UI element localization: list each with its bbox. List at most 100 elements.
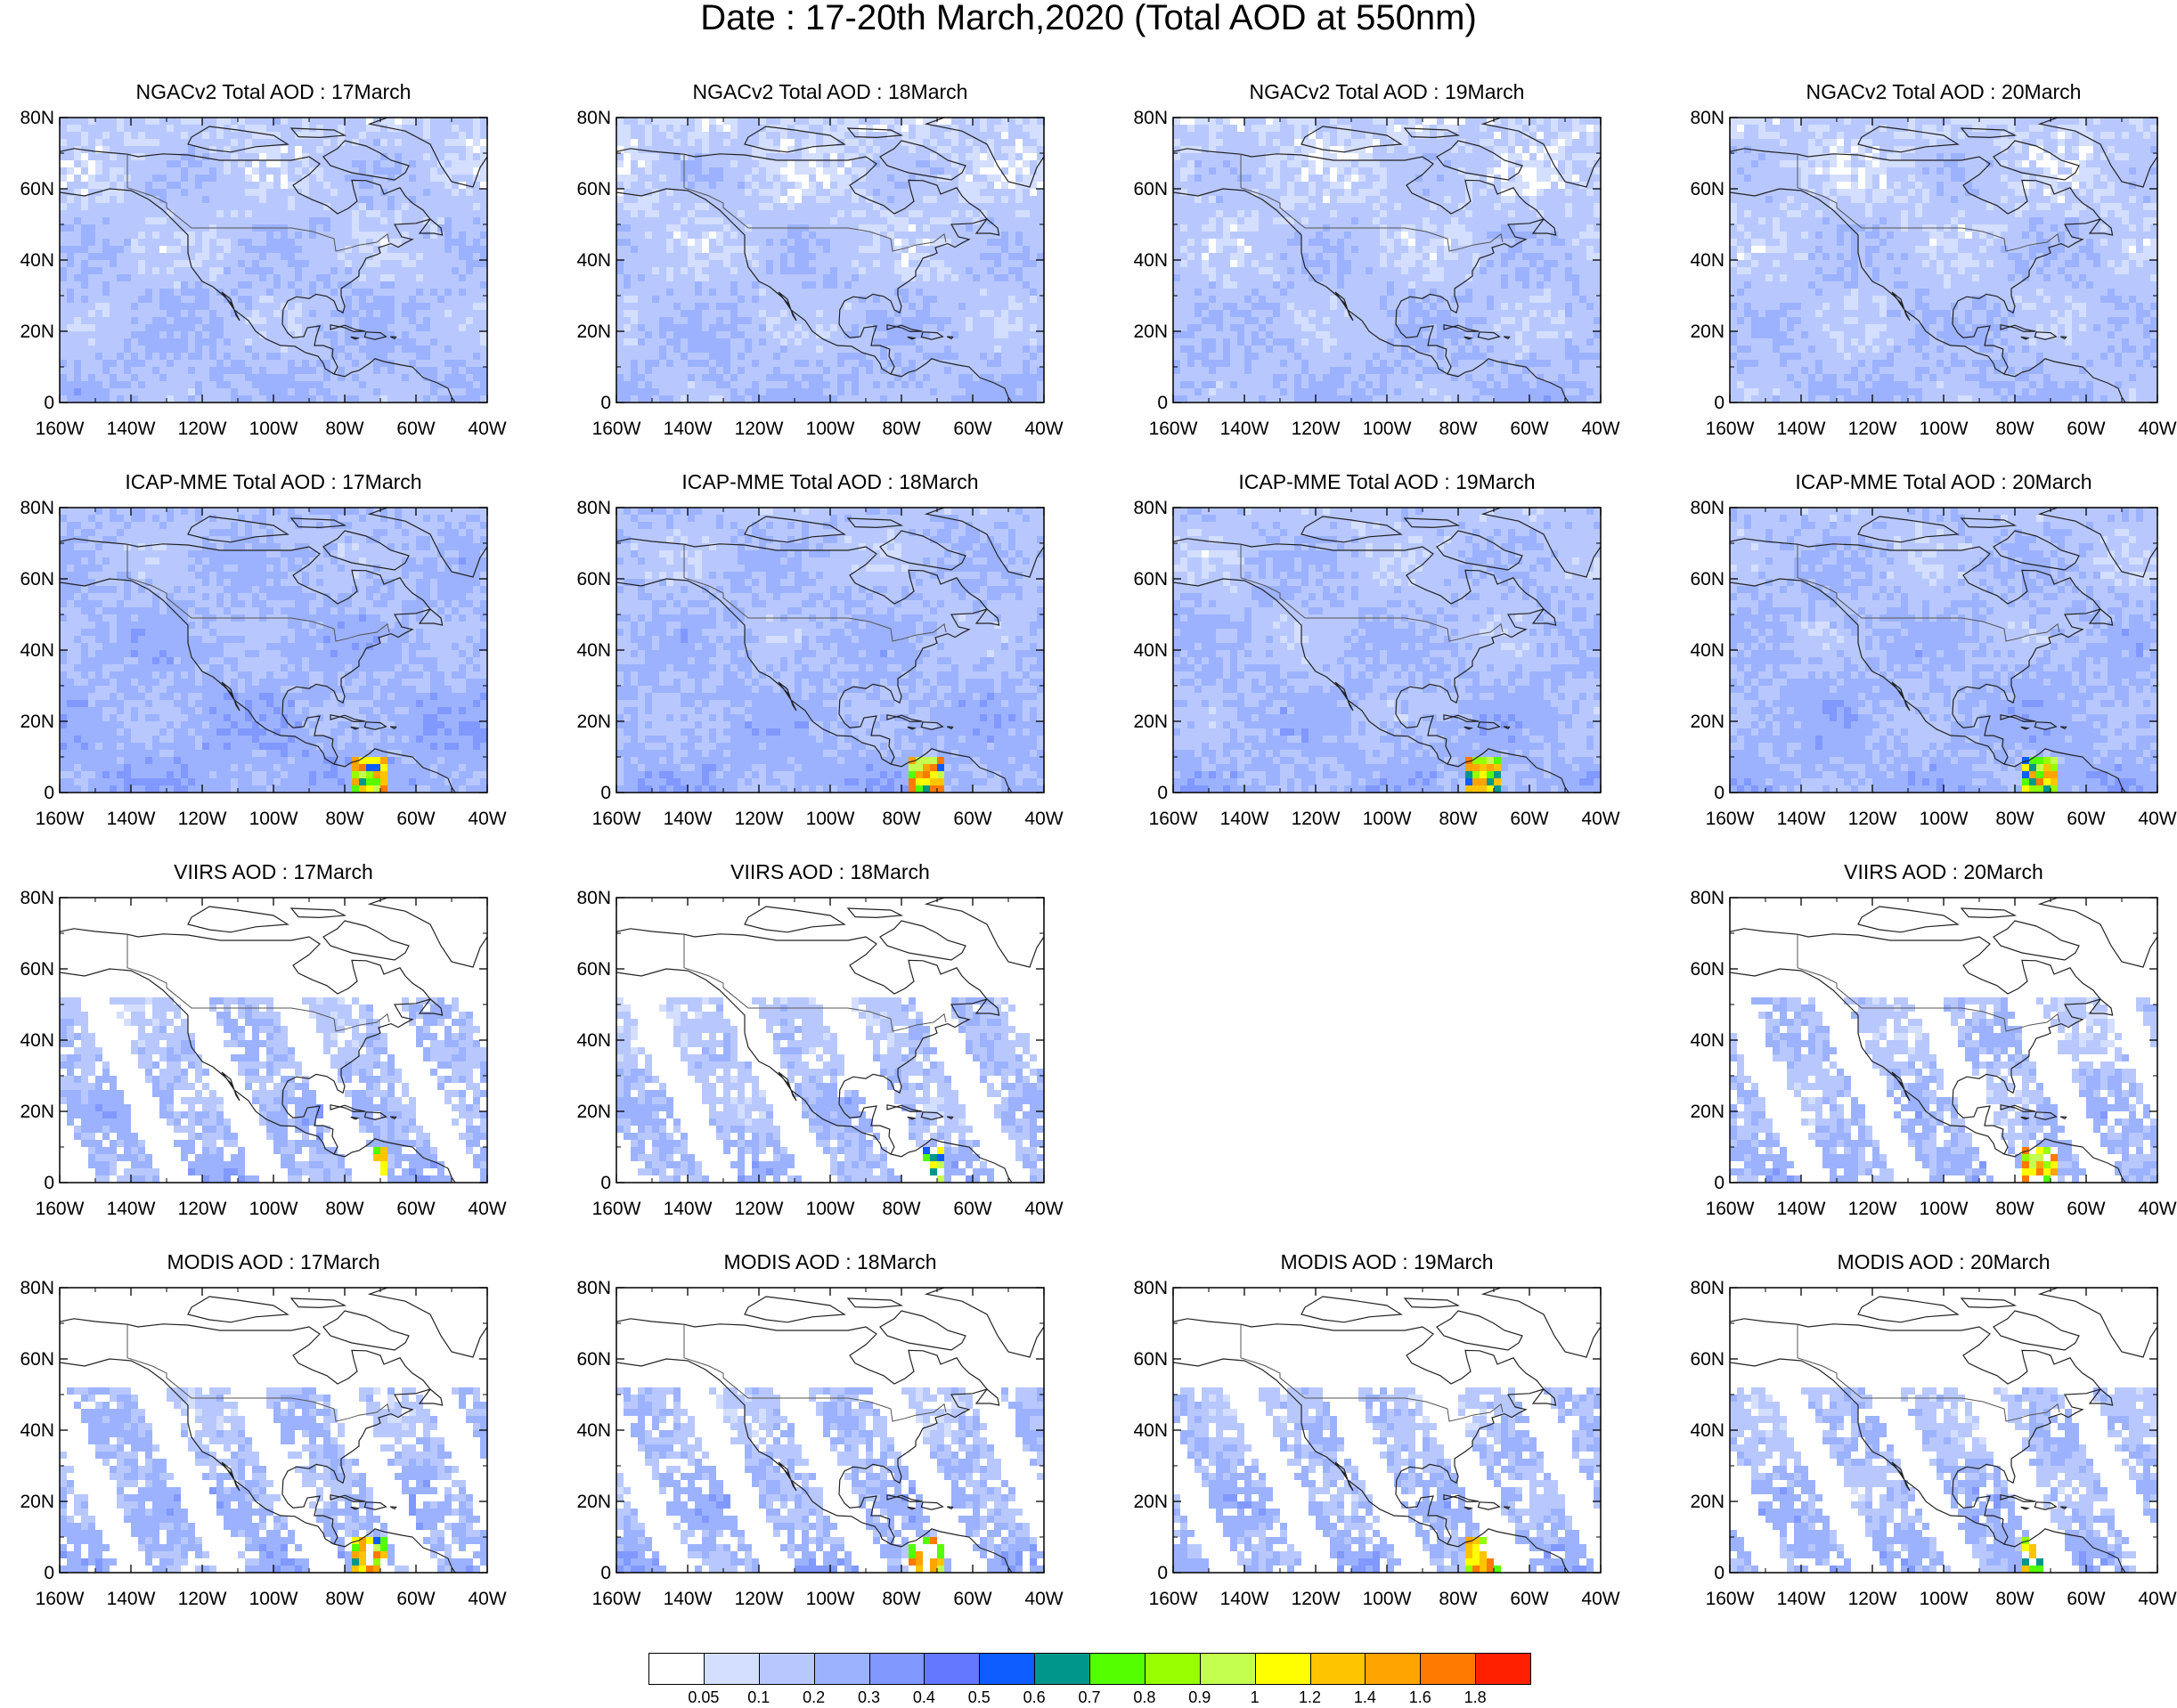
x-tick-label: 60W (953, 809, 991, 829)
y-tick-label: 40N (1690, 640, 1724, 661)
y-tick-label: 60N (576, 179, 611, 199)
panel-title: NGACv2 Total AOD : 18March (616, 80, 1044, 103)
coastline (616, 1288, 1044, 1573)
aod-field (60, 118, 487, 403)
panel-title: ICAP-MME Total AOD : 18March (616, 470, 1044, 493)
x-tick-label: 140W (1220, 809, 1269, 829)
x-tick-label: 60W (953, 1589, 991, 1609)
aod-field (1173, 1387, 1601, 1573)
x-tick-label: 80W (882, 419, 920, 439)
x-tick-label: 120W (735, 809, 784, 829)
x-tick-label: 60W (1510, 419, 1548, 439)
x-tick-label: 120W (735, 1589, 784, 1609)
x-tick-label: 80W (1439, 1589, 1477, 1609)
x-tick-label: 80W (882, 809, 920, 829)
aod-field (60, 508, 487, 793)
y-tick-label: 80N (1690, 1278, 1724, 1298)
y-tick-label: 0 (1714, 393, 1724, 413)
y-tick-label: 0 (1714, 1173, 1724, 1193)
x-tick-label: 80W (325, 1589, 363, 1609)
x-tick-label: 160W (36, 1589, 85, 1609)
y-tick-label: 40N (576, 640, 611, 661)
x-tick-label: 40W (468, 1589, 506, 1609)
x-tick-label: 140W (1220, 1589, 1269, 1609)
y-tick-label: 20N (576, 1492, 611, 1512)
x-tick-label: 100W (249, 809, 298, 829)
panel-title: ICAP-MME Total AOD : 17March (60, 470, 487, 493)
x-tick-label: 140W (664, 1199, 713, 1219)
x-tick-label: 140W (1777, 809, 1826, 829)
x-tick-label: 40W (2138, 1589, 2176, 1609)
y-tick-label: 40N (20, 640, 54, 661)
colorbar-swatch (1365, 1653, 1422, 1685)
y-tick-label: 80N (1133, 108, 1168, 128)
x-tick-label: 140W (107, 1199, 156, 1219)
panel-title: VIIRS AOD : 20March (1730, 860, 2157, 883)
x-tick-label: 120W (735, 419, 784, 439)
y-tick-label: 80N (1690, 108, 1724, 128)
y-tick-label: 40N (1133, 640, 1168, 661)
x-tick-label: 120W (178, 1589, 227, 1609)
x-tick-label: 100W (1920, 1199, 1969, 1219)
x-tick-label: 80W (1995, 419, 2034, 439)
x-tick-label: 60W (1510, 809, 1548, 829)
y-tick-label: 80N (576, 498, 611, 518)
aod-field (616, 1387, 1044, 1573)
colorbar-labels: 0.05 0.1 0.2 0.3 0.4 0.5 0.6 0.7 0.8 0.9 1 1.2 1.4 1.… (648, 1688, 1530, 1708)
x-tick-label: 120W (735, 1199, 784, 1219)
x-tick-label: 100W (806, 1589, 855, 1609)
y-tick-label: 40N (20, 1420, 54, 1441)
aod-map: 160W 140W 120W 100W 80W 60W 40W 80N 60N 40N 20N 0 (1690, 108, 2176, 439)
aod-field (60, 997, 487, 1183)
y-tick-label: 60N (576, 959, 611, 980)
y-tick-label: 60N (1690, 179, 1724, 199)
coastline (1730, 898, 2157, 1183)
coastline (1173, 118, 1601, 403)
panel-title: ICAP-MME Total AOD : 19March (1173, 470, 1601, 493)
aod-map: 160W 140W 120W 100W 80W 60W 40W 80N 60N 40N 20N 0 (20, 108, 506, 439)
y-tick-label: 20N (20, 321, 54, 342)
x-tick-label: 140W (664, 1589, 713, 1609)
y-tick-label: 60N (1690, 959, 1724, 980)
colorbar (648, 1653, 1531, 1685)
aod-field (616, 997, 1044, 1183)
aod-map: 160W 140W 120W 100W 80W 60W 40W 80N 60N 40N 20N 0 (576, 888, 1063, 1219)
y-tick-label: 20N (576, 321, 611, 342)
colorbar-swatch (813, 1653, 870, 1685)
x-tick-label: 40W (2138, 1199, 2176, 1219)
x-tick-label: 40W (1581, 809, 1619, 829)
y-tick-label: 0 (44, 783, 54, 803)
colorbar-label: 0.9 (1188, 1688, 1211, 1706)
aod-map: 160W 140W 120W 100W 80W 60W 40W 80N 60N 40N 20N 0 (576, 108, 1063, 439)
colorbar-swatch (1475, 1653, 1531, 1685)
y-tick-label: 0 (1157, 1563, 1168, 1583)
coastline (60, 898, 487, 1183)
x-tick-label: 160W (1706, 1589, 1755, 1609)
y-tick-label: 40N (576, 1420, 611, 1441)
map-panel: 160W 140W 120W 100W 80W 60W 40W 80N 60N 40N 20N 0 NG… (1113, 80, 1666, 469)
y-tick-label: 80N (1133, 498, 1168, 518)
y-tick-label: 60N (20, 959, 54, 980)
y-tick-label: 20N (1690, 321, 1724, 342)
y-tick-label: 0 (600, 393, 611, 413)
x-tick-label: 40W (1581, 1589, 1619, 1609)
y-tick-label: 40N (1690, 1030, 1724, 1051)
y-tick-label: 40N (1133, 250, 1168, 271)
colorbar-swatch (1089, 1653, 1146, 1685)
y-tick-label: 60N (1690, 1349, 1724, 1370)
x-tick-label: 40W (2138, 419, 2176, 439)
x-tick-label: 40W (468, 419, 506, 439)
y-tick-label: 80N (20, 888, 54, 908)
x-tick-label: 120W (1292, 1589, 1341, 1609)
aod-map: 160W 140W 120W 100W 80W 60W 40W 80N 60N 40N 20N 0 (1133, 108, 1619, 439)
aod-field (60, 1387, 487, 1573)
map-panel: 160W 140W 120W 100W 80W 60W 40W 80N 60N 40N 20N 0 VI… (1670, 860, 2177, 1249)
map-panel: 160W 140W 120W 100W 80W 60W 40W 80N 60N 40N 20N 0 NG… (1670, 80, 2177, 469)
colorbar-label: 1.4 (1354, 1688, 1376, 1706)
colorbar-label: 1.8 (1464, 1688, 1487, 1706)
coastline (616, 118, 1044, 403)
aod-field (1173, 118, 1601, 403)
coastline (616, 508, 1044, 793)
coastline (60, 118, 487, 403)
x-tick-label: 100W (806, 419, 855, 439)
